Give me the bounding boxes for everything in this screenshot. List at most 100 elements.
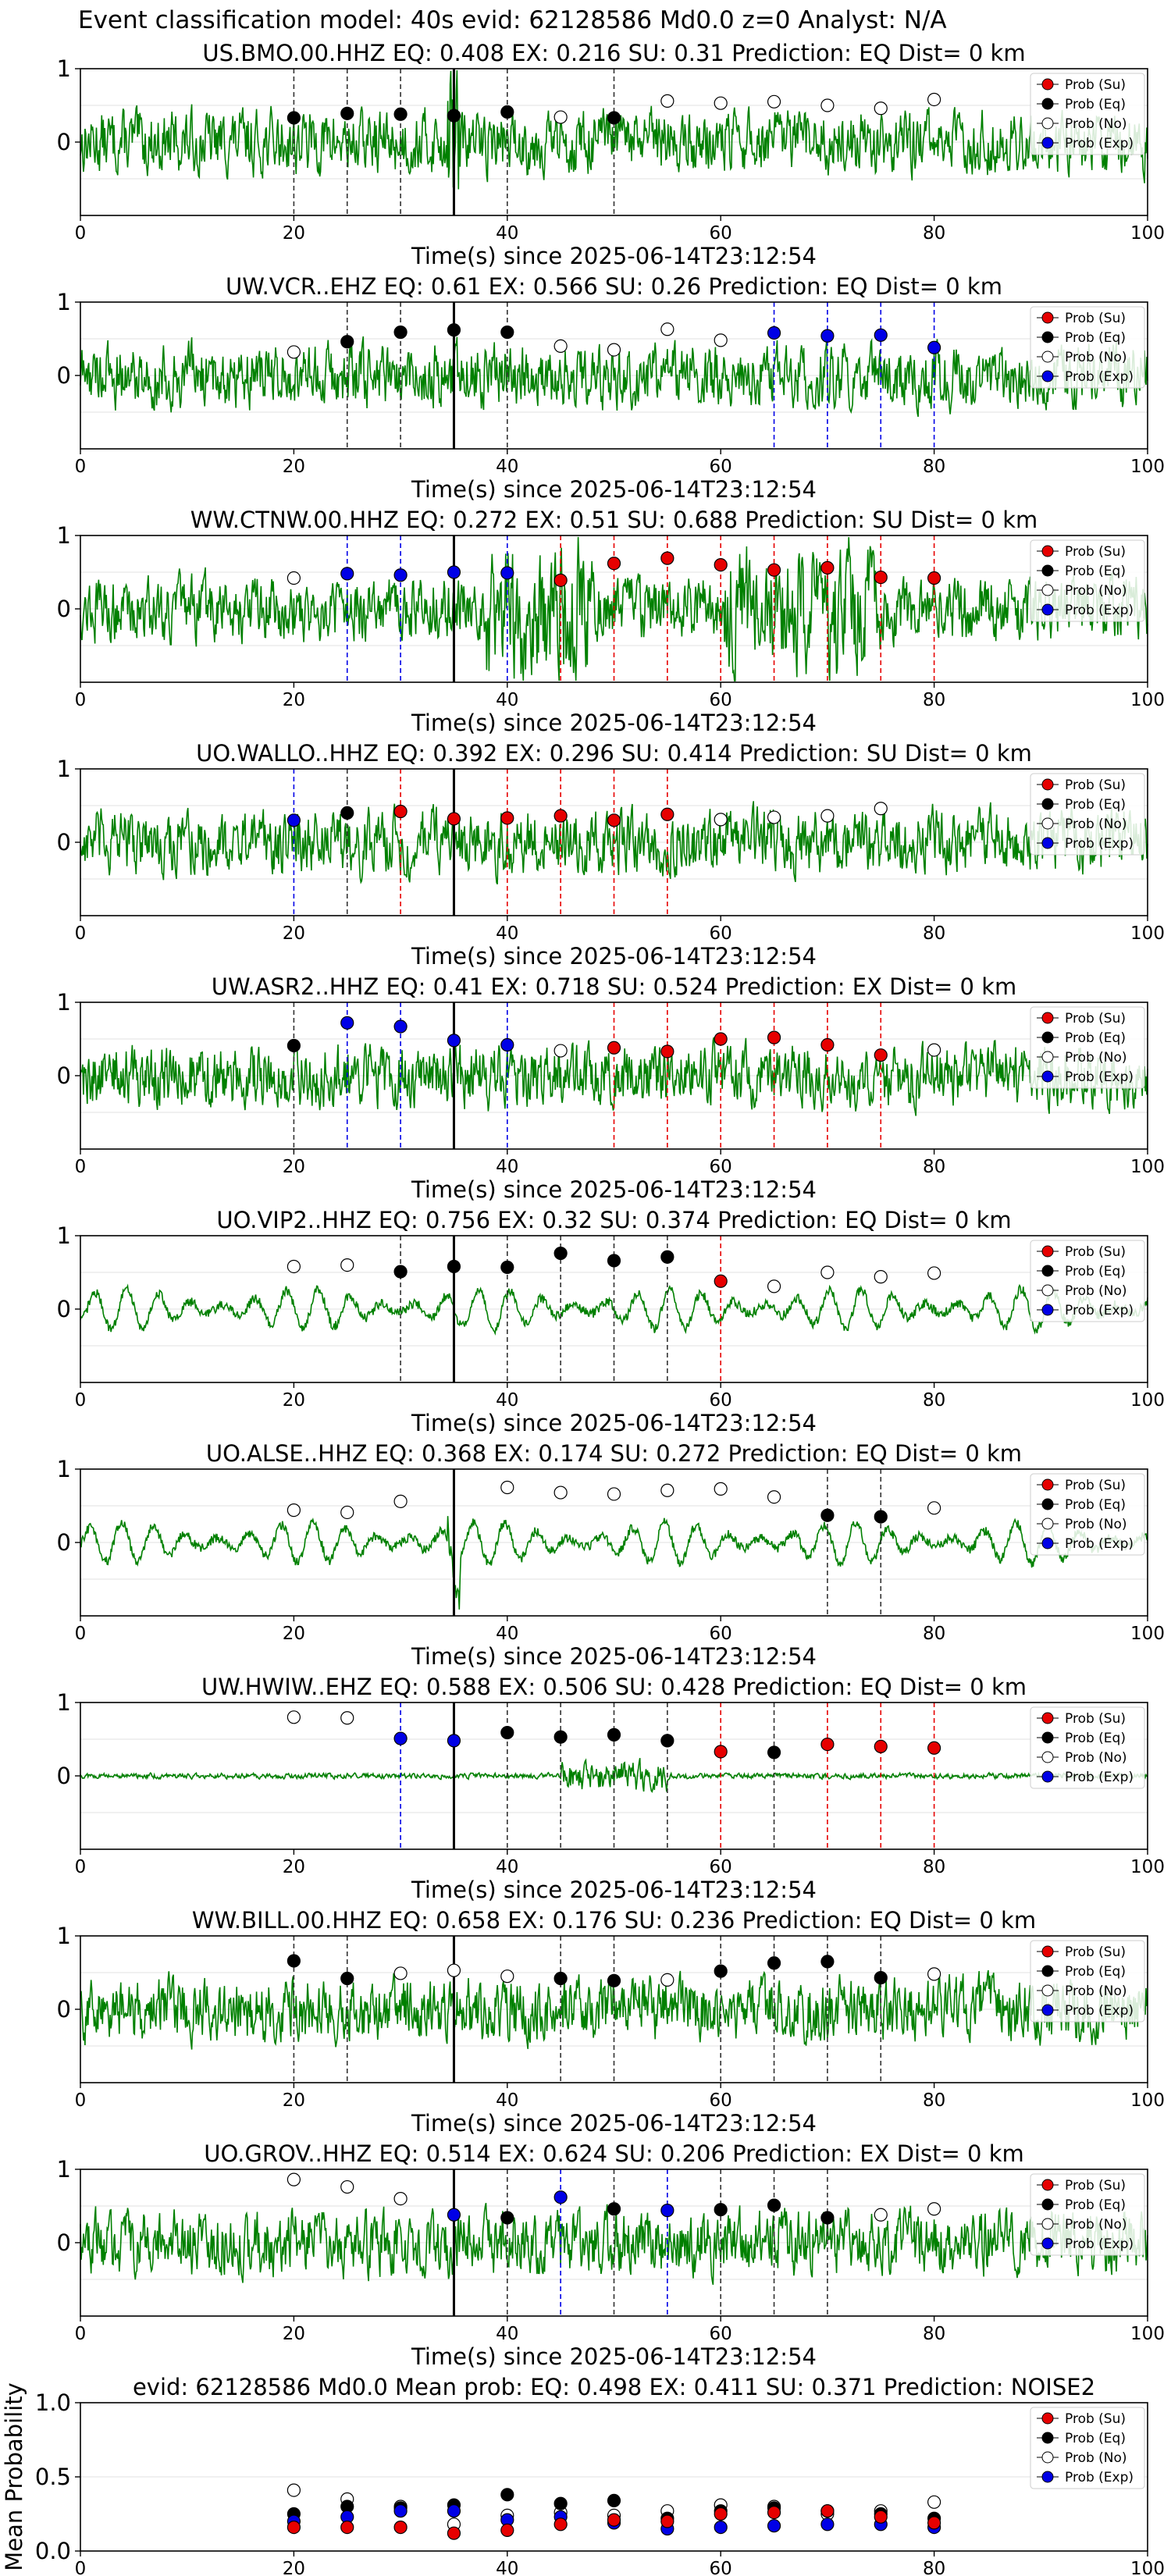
x-tick-label: 80 (923, 2090, 945, 2111)
x-tick-label: 80 (923, 1624, 945, 1644)
legend-marker-no (1041, 117, 1054, 130)
x-tick-label: 0 (75, 1157, 87, 1177)
waveform-trace (80, 1516, 1148, 1610)
y-tick-label: 0 (57, 362, 71, 389)
x-axis-label: Time(s) since 2025-06-14T23:12:54 (411, 1176, 817, 1203)
legend-label: Prob (Su) (1065, 544, 1126, 560)
x-tick-label: 60 (710, 1390, 732, 1411)
legend-box (1030, 1473, 1145, 1556)
prob-marker-exp (553, 2190, 568, 2204)
x-tick-label: 40 (496, 923, 518, 944)
prob-marker-exp (660, 2204, 674, 2218)
x-tick-label: 80 (923, 690, 945, 710)
prob-marker-su (874, 570, 888, 585)
legend-marker-no (1041, 2218, 1054, 2230)
legend-marker-eq (1041, 331, 1054, 343)
prob-marker-eq (500, 1725, 514, 1740)
legend-marker-eq (1041, 1031, 1054, 1044)
prob-marker-exp (393, 1019, 408, 1034)
legend-label: Prob (No) (1065, 2450, 1127, 2466)
chart-title: UW.VCR..EHZ EQ: 0.61 EX: 0.566 SU: 0.26 … (226, 273, 1002, 300)
prob-marker-exp (340, 1016, 354, 1030)
x-tick-label: 60 (710, 2559, 732, 2576)
chart-title: UO.VIP2..HHZ EQ: 0.756 EX: 0.32 SU: 0.37… (216, 1207, 1011, 1233)
legend-label: Prob (Su) (1065, 77, 1126, 93)
legend-box (1030, 2407, 1145, 2489)
y-tick-label: 1 (57, 989, 71, 1016)
prob-marker-su (714, 1274, 728, 1288)
legend-marker-no (1041, 1751, 1054, 1763)
prob-marker-eq (553, 1730, 568, 1744)
y-tick-label: 0.0 (35, 2538, 71, 2564)
legend-label: Prob (Exp) (1065, 136, 1134, 151)
legend-marker-exp (1041, 2237, 1054, 2250)
legend-marker-eq (1041, 2432, 1054, 2444)
mean-prob-marker-exp (447, 2504, 461, 2518)
legend: Prob (Su) Prob (Eq) Prob (No) Prob (Exp) (1030, 2407, 1145, 2489)
prob-marker-eq (607, 111, 621, 125)
legend-marker-eq (1041, 1731, 1054, 1744)
x-tick-label: 0 (75, 923, 87, 944)
x-tick-label: 20 (283, 457, 305, 477)
mean-prob-marker-exp (820, 2517, 835, 2532)
prob-marker-no (287, 345, 301, 359)
legend-marker-exp (1041, 837, 1054, 849)
prob-marker-su (927, 571, 941, 585)
x-tick-label: 0 (75, 2324, 87, 2344)
prob-marker-eq (820, 1508, 835, 1522)
prob-marker-su (714, 1032, 728, 1046)
legend-label: Prob (Eq) (1065, 2431, 1126, 2446)
legend-marker-no (1041, 2451, 1054, 2464)
x-tick-label: 0 (75, 2559, 87, 2576)
x-tick-label: 20 (283, 1857, 305, 1877)
x-tick-label: 100 (1130, 457, 1165, 477)
waveform-trace (80, 2203, 1148, 2285)
prob-marker-eq (553, 1971, 568, 1986)
chart-panel-3: WW.CTNW.00.HHZ EQ: 0.272 EX: 0.51 SU: 0.… (57, 507, 1165, 736)
y-tick-label: 0 (57, 596, 71, 622)
prob-marker-exp (874, 328, 888, 342)
prob-marker-eq (607, 2202, 621, 2216)
legend-label: Prob (No) (1065, 2217, 1127, 2233)
x-tick-label: 80 (923, 1390, 945, 1411)
x-tick-label: 0 (75, 1857, 87, 1877)
x-tick-label: 100 (1130, 1390, 1165, 1411)
prob-marker-exp (447, 1734, 461, 1748)
chart-panel-8: UW.HWIW..EHZ EQ: 0.588 EX: 0.506 SU: 0.4… (57, 1674, 1165, 1903)
legend-box (1030, 539, 1145, 622)
prob-marker-no (767, 810, 781, 824)
prob-marker-exp (447, 2208, 461, 2222)
legend: Prob (Su) Prob (Eq) Prob (No) Prob (Exp) (1030, 73, 1145, 155)
legend-label: Prob (Eq) (1065, 97, 1126, 112)
prob-marker-eq (553, 1246, 568, 1261)
legend-label: Prob (Su) (1065, 311, 1126, 326)
x-tick-label: 20 (283, 223, 305, 244)
chart-title: UO.WALLO..HHZ EQ: 0.392 EX: 0.296 SU: 0.… (196, 740, 1032, 767)
legend-box (1030, 2173, 1145, 2256)
legend-label: Prob (No) (1065, 116, 1127, 132)
legend-marker-eq (1041, 98, 1054, 110)
x-axis-label: Time(s) since 2025-06-14T23:12:54 (411, 2110, 817, 2137)
x-tick-label: 100 (1130, 2559, 1165, 2576)
y-tick-label: 1 (57, 1923, 71, 1949)
prob-marker-no (553, 339, 568, 353)
legend-label: Prob (Exp) (1065, 603, 1134, 618)
prob-marker-eq (340, 806, 354, 820)
prob-marker-exp (393, 1731, 408, 1745)
chart-title: WW.CTNW.00.HHZ EQ: 0.272 EX: 0.51 SU: 0.… (190, 507, 1038, 533)
x-tick-label: 40 (496, 457, 518, 477)
legend-marker-su (1041, 778, 1054, 791)
x-tick-label: 40 (496, 2559, 518, 2576)
legend-marker-eq (1041, 564, 1054, 577)
x-tick-label: 100 (1130, 2090, 1165, 2111)
prob-marker-su (660, 551, 674, 565)
legend-box (1030, 773, 1145, 856)
legend-label: Prob (Exp) (1065, 2003, 1134, 2019)
mean-prob-marker-eq (500, 2488, 514, 2502)
prob-marker-no (553, 1485, 568, 1500)
prob-marker-no (767, 1279, 781, 1293)
legend-label: Prob (No) (1065, 583, 1127, 599)
y-tick-label: 0 (57, 1996, 71, 2023)
legend-label: Prob (Eq) (1065, 797, 1126, 813)
mean-prob-marker-su (714, 2507, 728, 2521)
